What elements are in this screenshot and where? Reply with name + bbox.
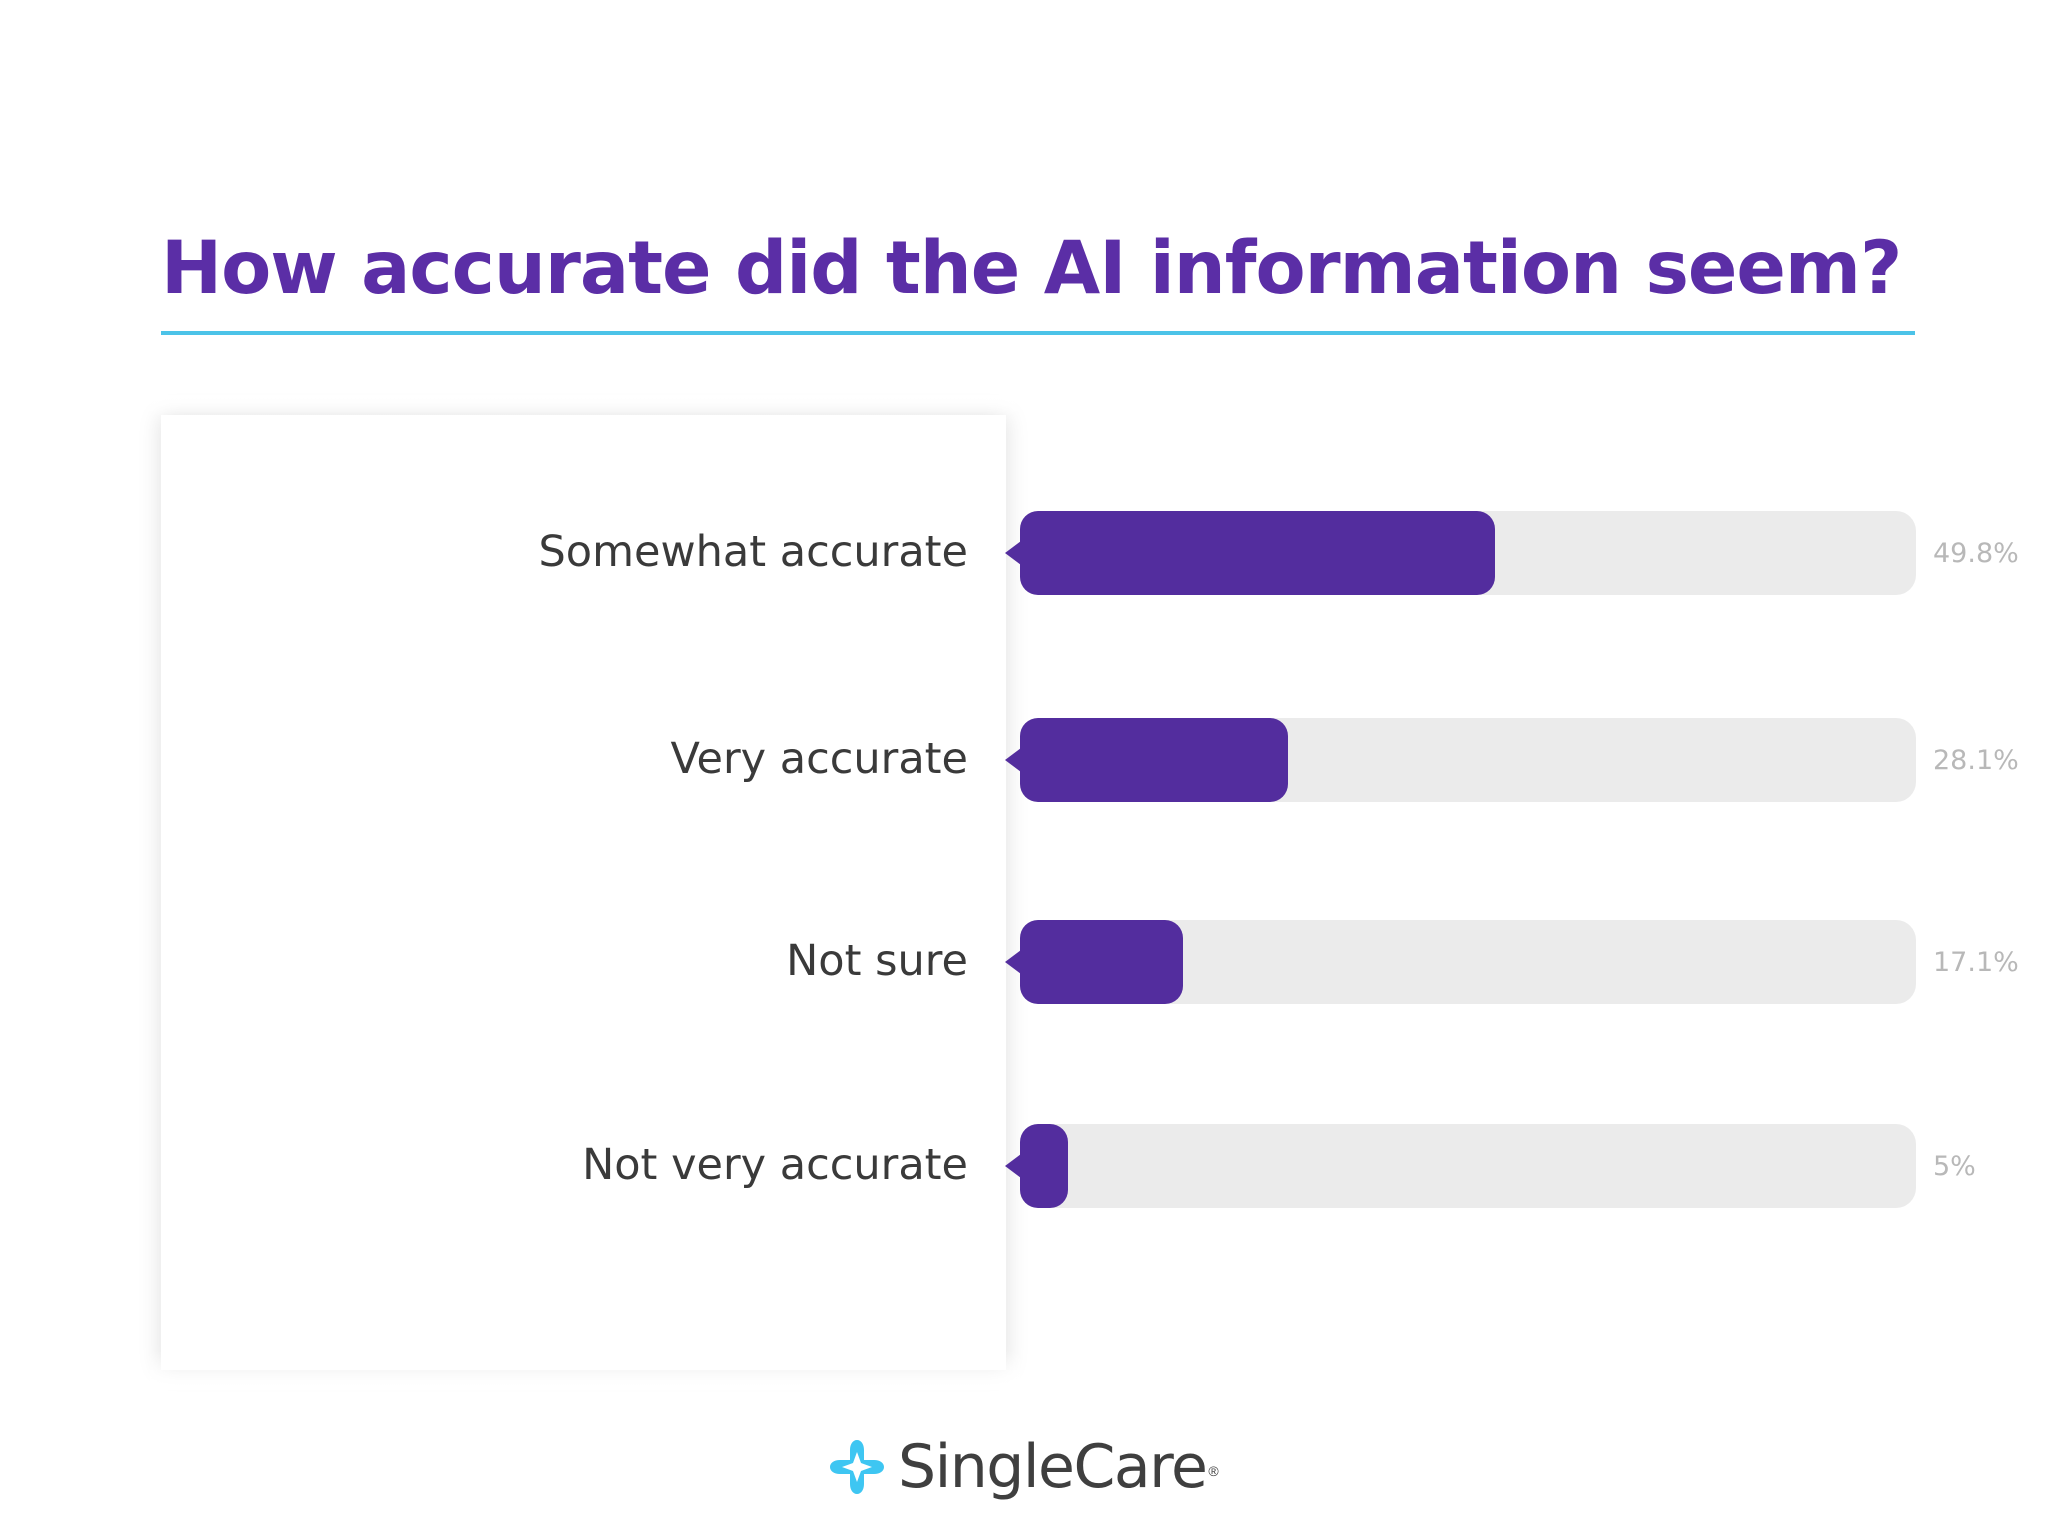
category-label: Very accurate (670, 734, 968, 784)
bar-track (1020, 1124, 1916, 1208)
bar-pointer (1005, 541, 1021, 565)
bar (1020, 718, 1288, 802)
singlecare-logo: SingleCare ® (828, 1437, 1219, 1497)
category-label: Not very accurate (582, 1140, 968, 1190)
value-label: 49.8% (1933, 538, 2019, 569)
bar-pointer (1005, 1154, 1021, 1178)
registered-mark: ® (1208, 1463, 1219, 1479)
chart-title: How accurate did the AI information seem… (161, 226, 1902, 311)
singlecare-cross-icon (830, 1440, 884, 1494)
title-underline (161, 331, 1915, 335)
labels-panel (161, 415, 1006, 1370)
bar-pointer (1005, 748, 1021, 772)
category-label: Not sure (786, 936, 968, 986)
bar (1020, 1124, 1068, 1208)
category-label: Somewhat accurate (538, 527, 968, 577)
logo-wordmark: SingleCare (898, 1432, 1208, 1502)
value-label: 17.1% (1933, 947, 2019, 978)
value-label: 28.1% (1933, 745, 2019, 776)
bar (1020, 511, 1495, 595)
panel-fade-bottom (150, 1350, 1020, 1390)
bar-pointer (1005, 950, 1021, 974)
value-label: 5% (1933, 1151, 1976, 1182)
bar (1020, 920, 1183, 1004)
panel-fade-top (150, 395, 1020, 417)
